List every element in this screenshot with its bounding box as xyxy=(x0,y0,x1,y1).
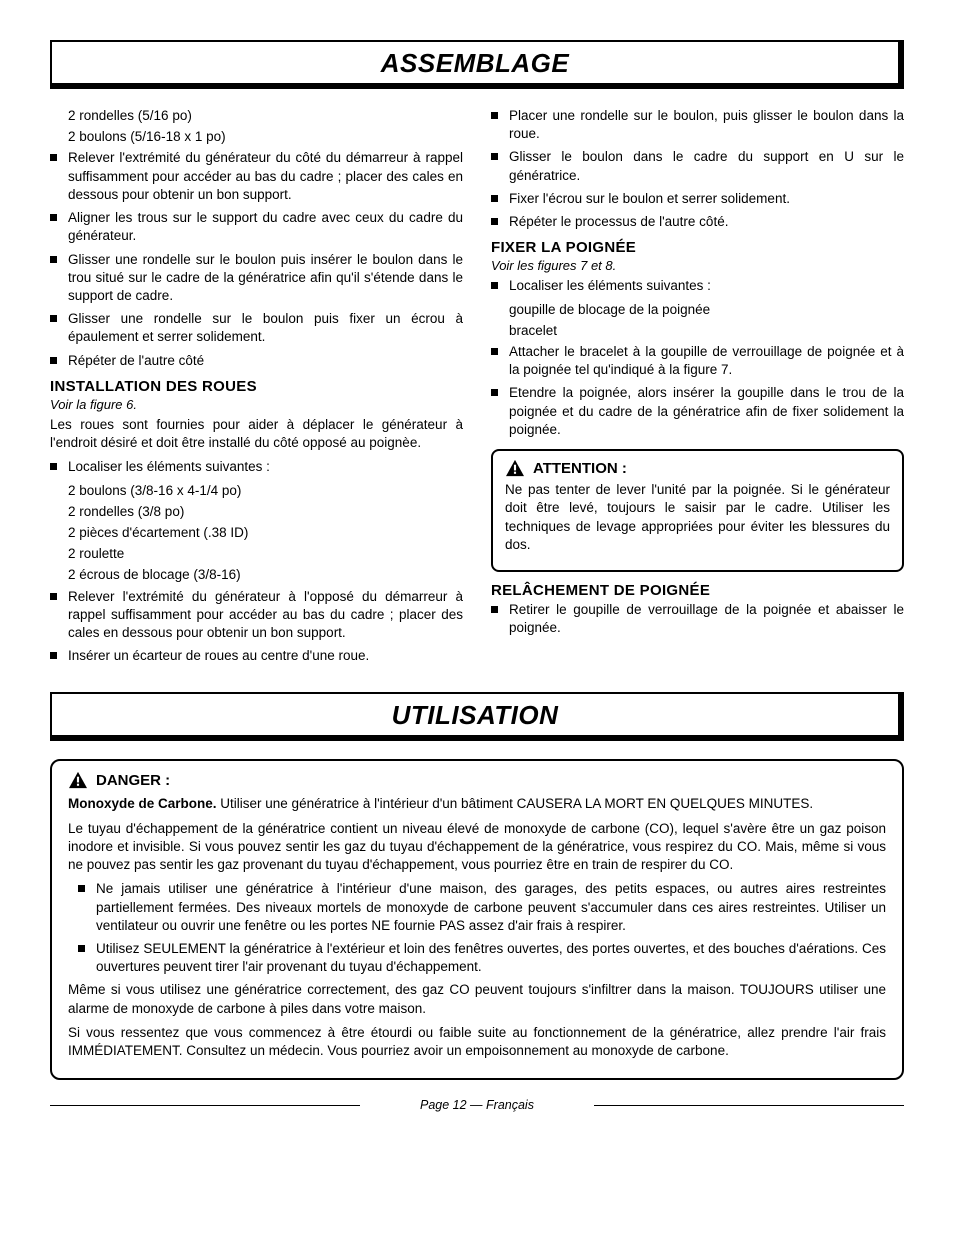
list-item: Glisser une rondelle sur le boulon puis … xyxy=(50,310,463,346)
part-line: 2 pièces d'écartement (.38 ID) xyxy=(50,524,463,542)
bullet-list: Relever l'extrémité du générateur du côt… xyxy=(50,149,463,369)
list-item: Glisser le boulon dans le cadre du suppo… xyxy=(491,148,904,184)
list-item: Aligner les trous sur le support du cadr… xyxy=(50,209,463,245)
part-line: 2 boulons (5/16-18 x 1 po) xyxy=(50,128,463,146)
part-line: 2 écrous de blocage (3/8-16) xyxy=(50,566,463,584)
danger-p1: Le tuyau d'échappement de la génératrice… xyxy=(68,820,886,875)
warning-icon xyxy=(68,771,88,789)
danger-p3: Si vous ressentez que vous commencez à ê… xyxy=(68,1024,886,1060)
list-item: Localiser les éléments suivantes : xyxy=(50,458,463,476)
danger-intro: Monoxyde de Carbone. Utiliser une généra… xyxy=(68,795,886,813)
list-item: Ne jamais utiliser une génératrice à l'i… xyxy=(78,880,886,935)
attention-label: ATTENTION : xyxy=(533,460,627,477)
left-column: 2 rondelles (5/16 po) 2 boulons (5/16-18… xyxy=(50,107,463,670)
bullet-list: Localiser les éléments suivantes : xyxy=(50,458,463,476)
attention-box: ATTENTION : Ne pas tenter de lever l'uni… xyxy=(491,449,904,572)
wheels-intro: Les roues sont fournies pour aider à dép… xyxy=(50,416,463,452)
list-item: Insérer un écarteur de roues au centre d… xyxy=(50,647,463,665)
part-line: goupille de blocage de la poignée xyxy=(491,301,904,319)
attention-head: ATTENTION : xyxy=(505,459,890,477)
list-item: Glisser une rondelle sur le boulon puis … xyxy=(50,251,463,306)
bullet-list: Attacher le bracelet à la goupille de ve… xyxy=(491,343,904,439)
section-title-utilisation: UTILISATION xyxy=(50,692,904,741)
danger-intro-bold: Monoxyde de Carbone. xyxy=(68,796,217,811)
danger-p2: Même si vous utilisez une génératrice co… xyxy=(68,981,886,1017)
danger-box: DANGER : Monoxyde de Carbone. Utiliser u… xyxy=(50,759,904,1080)
heading-handle: FIXER LA POIGNÉE xyxy=(491,239,904,256)
heading-wheels: INSTALLATION DES ROUES xyxy=(50,378,463,395)
bullet-list: Placer une rondelle sur le boulon, puis … xyxy=(491,107,904,231)
part-line: 2 roulette xyxy=(50,545,463,563)
warning-icon xyxy=(505,459,525,477)
figure-ref: Voir les figures 7 et 8. xyxy=(491,258,904,273)
bullet-list: Localiser les éléments suivantes : xyxy=(491,277,904,295)
bullet-list: Ne jamais utiliser une génératrice à l'i… xyxy=(68,880,886,976)
list-item: Relever l'extrémité du générateur du côt… xyxy=(50,149,463,204)
assemblage-columns: 2 rondelles (5/16 po) 2 boulons (5/16-18… xyxy=(50,107,904,670)
part-line: 2 boulons (3/8-16 x 4-1/4 po) xyxy=(50,482,463,500)
danger-label: DANGER : xyxy=(96,772,170,789)
list-item: Répéter le processus de l'autre côté. xyxy=(491,213,904,231)
list-item: Localiser les éléments suivantes : xyxy=(491,277,904,295)
attention-text: Ne pas tenter de lever l'unité par la po… xyxy=(505,481,890,554)
heading-release: RELÂCHEMENT DE POIGNÉE xyxy=(491,582,904,599)
right-column: Placer une rondelle sur le boulon, puis … xyxy=(491,107,904,670)
list-item: Placer une rondelle sur le boulon, puis … xyxy=(491,107,904,143)
list-item: Etendre la poignée, alors insérer la gou… xyxy=(491,384,904,439)
danger-head: DANGER : xyxy=(68,771,886,789)
part-line: 2 rondelles (3/8 po) xyxy=(50,503,463,521)
bullet-list: Relever l'extrémité du générateur à l'op… xyxy=(50,588,463,666)
figure-ref: Voir la figure 6. xyxy=(50,397,463,412)
danger-intro-rest: Utiliser une génératrice à l'intérieur d… xyxy=(217,796,814,811)
list-item: Répéter de l'autre côté xyxy=(50,352,463,370)
list-item: Retirer le goupille de verrouillage de l… xyxy=(491,601,904,637)
page-footer: Page 12 — Français xyxy=(50,1098,904,1112)
part-line: bracelet xyxy=(491,322,904,340)
list-item: Utilisez SEULEMENT la génératrice à l'ex… xyxy=(78,940,886,976)
part-line: 2 rondelles (5/16 po) xyxy=(50,107,463,125)
list-item: Fixer l'écrou sur le boulon et serrer so… xyxy=(491,190,904,208)
list-item: Attacher le bracelet à la goupille de ve… xyxy=(491,343,904,379)
list-item: Relever l'extrémité du générateur à l'op… xyxy=(50,588,463,643)
bullet-list: Retirer le goupille de verrouillage de l… xyxy=(491,601,904,637)
section-title-assemblage: ASSEMBLAGE xyxy=(50,40,904,89)
